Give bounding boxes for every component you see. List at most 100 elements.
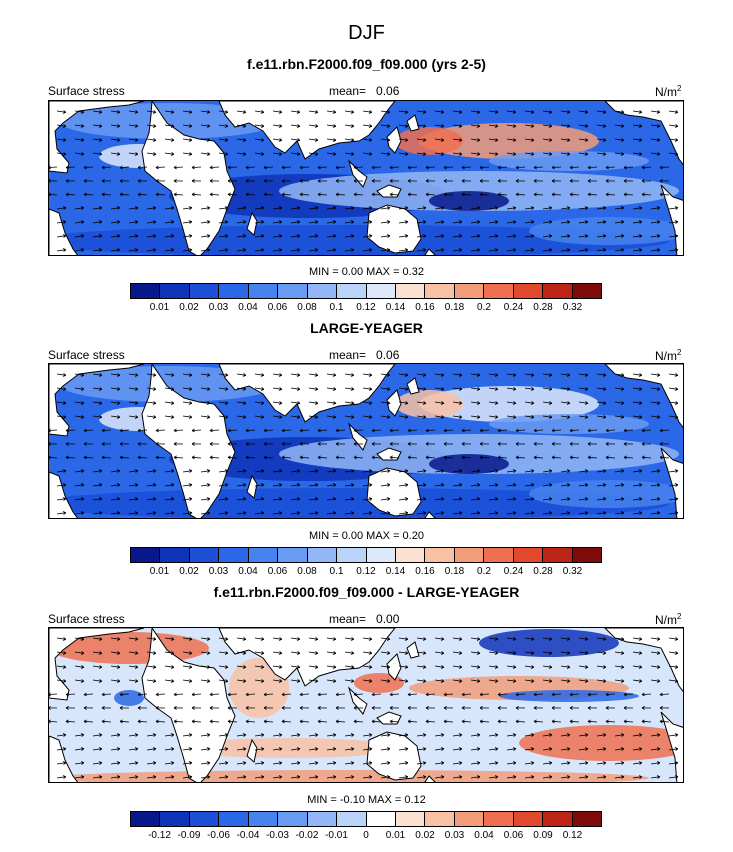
colorbar-swatch bbox=[484, 548, 514, 562]
colorbar-tick-label: 0.16 bbox=[415, 566, 435, 577]
colorbar-tick-label: 0.01 bbox=[385, 830, 406, 841]
land-masses bbox=[49, 101, 683, 255]
panel-1-mean-label: mean= 0.06 bbox=[329, 84, 400, 98]
colorbar-tick-label: 0.02 bbox=[179, 302, 199, 313]
panel-3-mean-value: 0.00 bbox=[376, 612, 400, 626]
colorbar-tick-label: 0.32 bbox=[562, 566, 583, 577]
colorbar-swatch bbox=[248, 812, 279, 826]
colorbar-swatch bbox=[307, 284, 338, 298]
colorbar-tick-label: 0.06 bbox=[267, 566, 288, 577]
colorbar-swatch bbox=[425, 284, 455, 298]
colorbar-swatch bbox=[484, 284, 514, 298]
colorbar-tick-label: 0.04 bbox=[238, 302, 258, 313]
panel-2-title: LARGE-YEAGER bbox=[310, 320, 423, 336]
colorbar-tick-label: 0.28 bbox=[533, 566, 553, 577]
panel-1-map bbox=[48, 100, 684, 256]
colorbar-tick-label: 0.12 bbox=[356, 302, 376, 313]
colorbar-tick-label: 0.32 bbox=[562, 302, 583, 313]
colorbar-tick-label: -0.06 bbox=[207, 830, 230, 841]
colorbar-swatch bbox=[513, 548, 544, 562]
panel-3-colorbar-ticks: -0.12 -0.09 -0.06 -0.04 -0.03 -0.02 -0.01 0 0.01… bbox=[130, 830, 602, 843]
panel-2-colorbar-ticks: 0.01 0.02 0.03 0.04 0.06 0.08 0.1 0.12 0.14 0.16 0… bbox=[130, 566, 602, 579]
colorbar-swatch bbox=[366, 284, 396, 298]
colorbar-tick-label: 0.28 bbox=[533, 302, 553, 313]
colorbar-tick-label: 0.24 bbox=[503, 302, 524, 313]
colorbar-swatch bbox=[395, 812, 426, 826]
panel-1-colorbar-ticks: 0.01 0.02 0.03 0.04 0.06 0.08 0.1 0.12 0.14 0.16 0… bbox=[130, 302, 602, 315]
colorbar-tick-label: -0.02 bbox=[295, 830, 319, 841]
colorbar-tick-label: 0.16 bbox=[415, 302, 435, 313]
colorbar-swatch bbox=[307, 812, 338, 826]
panel-2-variable-label: Surface stress bbox=[48, 348, 125, 362]
panel-3-title: f.e11.rbn.F2000.f09_f09.000 - LARGE-YEAG… bbox=[213, 584, 520, 600]
panel-3-mean-label: mean= 0.00 bbox=[329, 612, 400, 626]
colorbar-swatch bbox=[189, 812, 220, 826]
colorbar-tick-label: -0.03 bbox=[266, 830, 289, 841]
panel-1-variable-label: Surface stress bbox=[48, 84, 125, 98]
panel-2-colorbar bbox=[130, 547, 602, 563]
land-masses bbox=[49, 628, 683, 782]
colorbar-swatch bbox=[454, 812, 485, 826]
colorbar-tick-label: 0.02 bbox=[415, 830, 435, 841]
colorbar-swatch bbox=[189, 548, 220, 562]
colorbar-swatch bbox=[513, 812, 544, 826]
colorbar-tick-label: 0.2 bbox=[477, 566, 491, 577]
colorbar-swatch bbox=[425, 812, 455, 826]
colorbar-tick-label: 0.03 bbox=[208, 302, 229, 313]
colorbar-swatch bbox=[366, 812, 396, 826]
figure-title: DJF bbox=[348, 22, 385, 44]
colorbar-swatch bbox=[307, 548, 338, 562]
colorbar-swatch bbox=[484, 812, 514, 826]
panel-1-colorbar bbox=[130, 283, 602, 299]
colorbar-swatch bbox=[513, 284, 544, 298]
panel-2-minmax: MIN = 0.00 MAX = 0.20 bbox=[309, 530, 424, 542]
colorbar-swatch bbox=[543, 548, 573, 562]
colorbar-swatch bbox=[219, 548, 249, 562]
colorbar-swatch bbox=[337, 284, 367, 298]
colorbar-swatch bbox=[189, 284, 220, 298]
panel-3-colorbar bbox=[130, 811, 602, 827]
colorbar-swatch bbox=[278, 812, 308, 826]
panel-2-mean-value: 0.06 bbox=[376, 348, 400, 362]
colorbar-swatch bbox=[454, 284, 485, 298]
colorbar-tick-label: 0.03 bbox=[208, 566, 229, 577]
colorbar-tick-label: 0.2 bbox=[477, 302, 491, 313]
colorbar-swatch bbox=[454, 548, 485, 562]
colorbar-tick-label: 0.24 bbox=[503, 566, 524, 577]
colorbar-swatch bbox=[248, 548, 279, 562]
colorbar-swatch bbox=[278, 548, 308, 562]
panel-1-minmax: MIN = 0.00 MAX = 0.32 bbox=[309, 266, 424, 278]
colorbar-tick-label: 0.08 bbox=[297, 302, 317, 313]
colorbar-tick-label: 0.14 bbox=[385, 566, 406, 577]
colorbar-tick-label: 0.1 bbox=[329, 566, 344, 577]
panel-3-units: N/m2 bbox=[655, 612, 682, 627]
colorbar-tick-label: 0.09 bbox=[533, 830, 553, 841]
colorbar-swatch bbox=[572, 284, 601, 298]
colorbar-swatch bbox=[219, 812, 249, 826]
colorbar-tick-label: 0.12 bbox=[356, 566, 376, 577]
panel-1-units: N/m2 bbox=[655, 84, 682, 99]
colorbar-swatch bbox=[337, 548, 367, 562]
panel-2-units: N/m2 bbox=[655, 348, 682, 363]
colorbar-swatch bbox=[395, 284, 426, 298]
colorbar-tick-label: 0.01 bbox=[149, 302, 170, 313]
colorbar-tick-label: 0.08 bbox=[297, 566, 317, 577]
colorbar-tick-label: 0 bbox=[363, 830, 369, 841]
colorbar-swatch bbox=[543, 284, 573, 298]
colorbar-tick-label: 0.1 bbox=[329, 302, 344, 313]
colorbar-swatch bbox=[425, 548, 455, 562]
colorbar-swatch bbox=[248, 284, 279, 298]
colorbar-tick-label: 0.02 bbox=[179, 566, 199, 577]
colorbar-swatch bbox=[131, 284, 161, 298]
colorbar-swatch bbox=[572, 812, 601, 826]
colorbar-tick-label: 0.12 bbox=[562, 830, 583, 841]
colorbar-swatch bbox=[131, 812, 161, 826]
colorbar-tick-label: 0.04 bbox=[238, 566, 258, 577]
colorbar-tick-label: 0.03 bbox=[444, 830, 465, 841]
colorbar-swatch bbox=[278, 284, 308, 298]
colorbar-swatch bbox=[337, 812, 367, 826]
colorbar-swatch bbox=[395, 548, 426, 562]
colorbar-tick-label: 0.04 bbox=[474, 830, 494, 841]
panel-1-mean-value: 0.06 bbox=[376, 84, 400, 98]
panel-3-variable-label: Surface stress bbox=[48, 612, 125, 626]
